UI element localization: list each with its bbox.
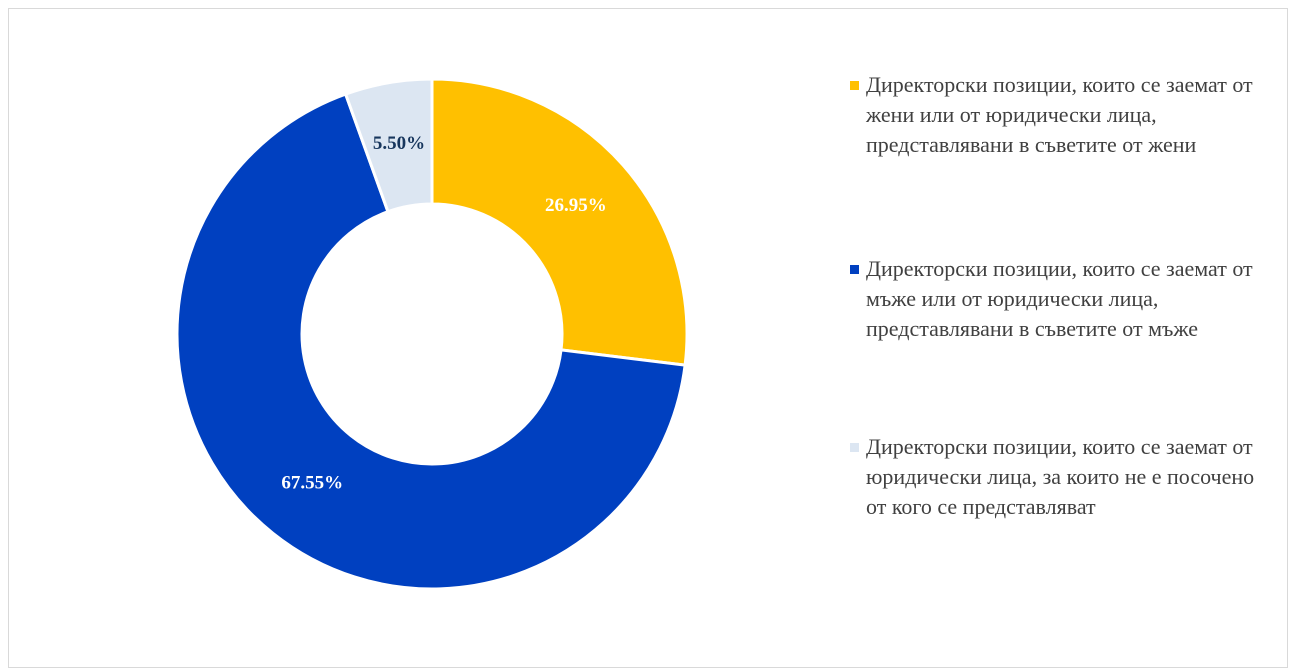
data-labels: 26.95% 67.55% 5.50% <box>281 133 606 493</box>
data-label-unspecified: 5.50% <box>373 133 425 154</box>
legend-item-unspecified: Директорски позиции, които се заемат от … <box>838 432 1278 522</box>
data-label-men: 67.55% <box>281 472 343 493</box>
legend-label-women: Директорски позиции, които се заемат от … <box>866 72 1253 157</box>
data-label-women: 26.95% <box>545 195 607 216</box>
legend-item-men: Директорски позиции, които се заемат от … <box>838 254 1278 344</box>
donut-slices <box>175 77 689 591</box>
legend-swatch-women <box>850 81 859 90</box>
legend-label-unspecified: Директорски позиции, които се заемат от … <box>866 434 1255 519</box>
slice-men <box>175 92 687 591</box>
slice-women <box>430 77 689 367</box>
legend-label-men: Директорски позиции, които се заемат от … <box>866 256 1253 341</box>
legend-swatch-unspecified <box>850 443 859 452</box>
legend: Директорски позиции, които се заемат от … <box>838 70 1278 522</box>
legend-swatch-men <box>850 265 859 274</box>
slice-unspecified <box>343 77 434 214</box>
legend-item-women: Директорски позиции, които се заемат от … <box>838 70 1278 160</box>
donut-chart: 26.95% 67.55% 5.50% <box>175 77 689 591</box>
